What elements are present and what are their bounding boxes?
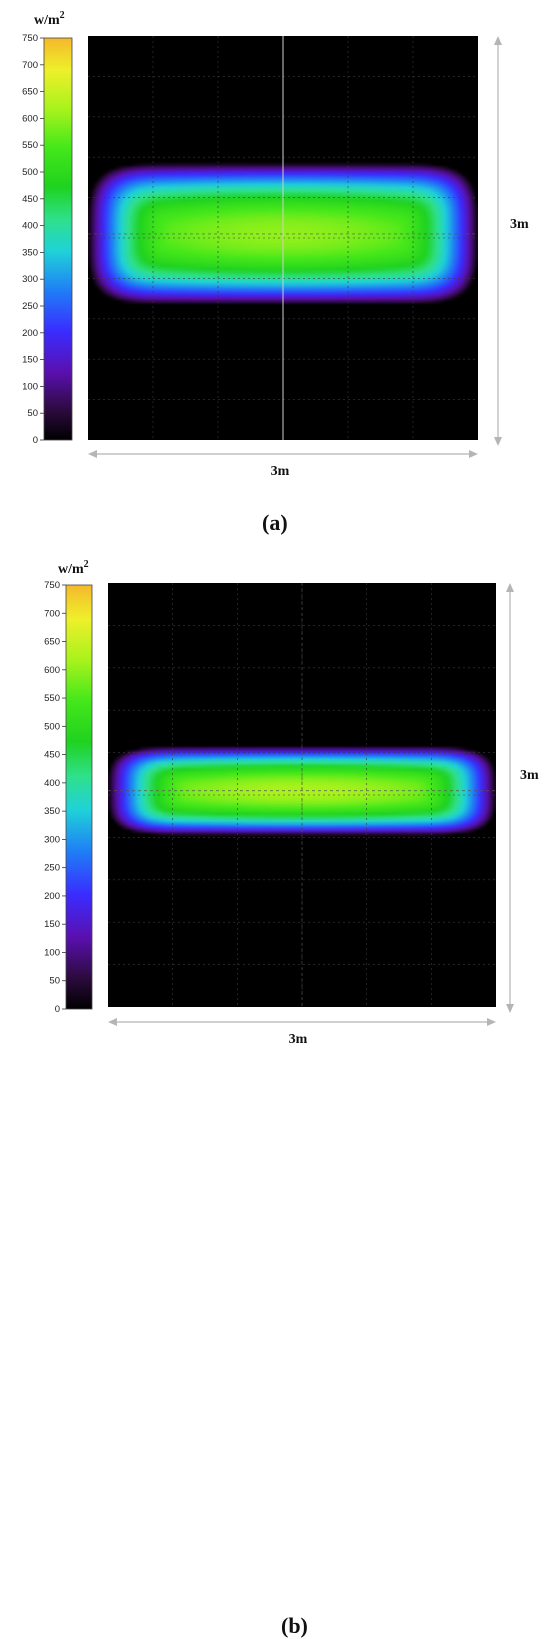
colorbar-tick-label: 150 <box>22 355 38 366</box>
colorbar-tick-label: 550 <box>22 140 38 151</box>
heatmap-plot-area <box>108 583 496 1007</box>
colorbar-tick-label: 300 <box>22 274 38 285</box>
colorbar-tick-label: 250 <box>22 301 38 312</box>
x-dimension-label: 3m <box>271 464 290 479</box>
colorbar-tick-label: 400 <box>22 221 38 232</box>
colorbar-tick-label: 0 <box>33 435 38 446</box>
width-arrowhead-left <box>88 450 97 458</box>
height-arrowhead-top <box>506 583 514 592</box>
colorbar-tick-label: 350 <box>44 806 60 817</box>
colorbar-unit-label: w/m2 <box>58 559 89 577</box>
colorbar-gradient <box>65 584 93 1010</box>
colorbar-unit-label: w/m2 <box>34 10 65 28</box>
colorbar-tick-label: 650 <box>22 87 38 98</box>
colorbar-tick-label: 100 <box>22 381 38 392</box>
colorbar-tick-label: 400 <box>44 778 60 789</box>
colorbar-tick-label: 300 <box>44 834 60 845</box>
heatmap-chart-b: 0 50 100 150 200 250 300 350 400 450 500 550 600 650 7… <box>44 559 539 1047</box>
width-arrowhead-left <box>108 1018 117 1026</box>
colorbar-tick-label: 500 <box>22 167 38 178</box>
x-dimension-label: 3m <box>289 1032 308 1047</box>
colorbar-tick-label: 100 <box>44 947 60 958</box>
caption-a: (a) <box>262 510 288 535</box>
dimension-arrows <box>108 583 514 1026</box>
colorbar-tick-label: 200 <box>44 891 60 902</box>
colorbar-tick-label: 700 <box>22 60 38 71</box>
colorbar-tick-label: 350 <box>22 247 38 258</box>
width-arrowhead-right <box>469 450 478 458</box>
height-arrowhead-bottom <box>506 1004 514 1013</box>
colorbar-tick-label: 550 <box>44 693 60 704</box>
colorbar-tick-label: 250 <box>44 863 60 874</box>
height-arrowhead-top <box>494 36 502 45</box>
caption-b: (b) <box>281 1613 308 1638</box>
panel-b: 0 50 100 150 200 250 300 350 400 450 500 550 600 650 7… <box>0 545 550 1638</box>
colorbar-tick-label: 750 <box>44 580 60 591</box>
colorbar-tick-label: 200 <box>22 328 38 339</box>
panel-a: 0 50 100 150 200 250 300 350 400 450 500 550 600 650 7… <box>0 0 550 556</box>
colorbar: 0 50 100 150 200 250 300 350 400 450 500 550 600 650 7… <box>22 10 73 446</box>
width-arrowhead-right <box>487 1018 496 1026</box>
colorbar-tick-label: 50 <box>27 408 38 419</box>
colorbar-tick-label: 0 <box>55 1004 60 1015</box>
colorbar-tick-label: 50 <box>49 976 60 987</box>
colorbar: 0 50 100 150 200 250 300 350 400 450 500 550 600 650 7… <box>44 559 93 1015</box>
colorbar-tick-label: 600 <box>44 665 60 676</box>
colorbar-tick-label: 600 <box>22 113 38 124</box>
colorbar-tick-label: 150 <box>44 919 60 930</box>
colorbar-tick-label: 650 <box>44 637 60 648</box>
colorbar-gradient <box>43 37 73 441</box>
colorbar-tick-label: 500 <box>44 721 60 732</box>
colorbar-tick-label: 450 <box>22 194 38 205</box>
heatmap-chart-a: 0 50 100 150 200 250 300 350 400 450 500 550 600 650 7… <box>22 10 529 479</box>
heatmap-plot-area <box>88 36 478 440</box>
colorbar-tick-label: 700 <box>44 608 60 619</box>
height-arrowhead-bottom <box>494 437 502 446</box>
colorbar-tick-label: 450 <box>44 750 60 761</box>
y-dimension-label: 3m <box>510 217 529 232</box>
dimension-arrows <box>88 36 502 458</box>
y-dimension-label: 3m <box>520 768 539 783</box>
colorbar-tick-label: 750 <box>22 33 38 44</box>
